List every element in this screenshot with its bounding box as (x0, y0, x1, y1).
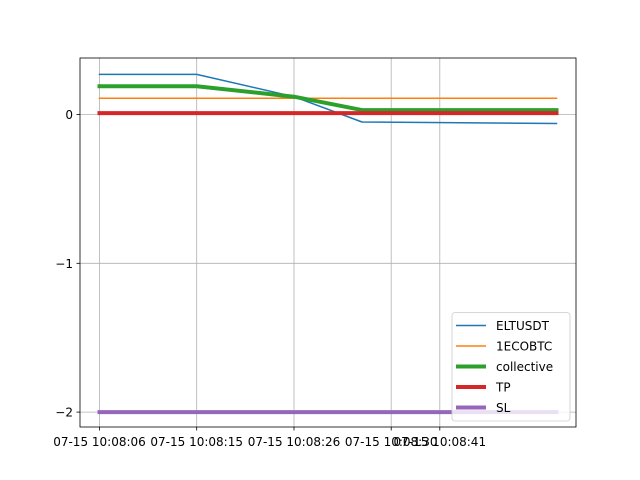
legend-label-eltusdt: ELTUSDT (496, 319, 550, 333)
x-tick-label: 07-15 10:08:15 (150, 435, 243, 449)
x-tick-label: 07-15 10:08:41 (394, 435, 487, 449)
y-tick-label: −2 (55, 406, 73, 420)
legend: ELTUSDT 1ECOBTC collective TP SL (451, 312, 571, 422)
x-tick-label: 07-15 10:08:26 (248, 435, 341, 449)
plot-frame (79, 57, 577, 428)
plot-series (97, 73, 559, 415)
x-tick-label: 07-15 10:08:30 (345, 435, 438, 449)
legend-box (451, 312, 571, 422)
legend-label-1ecobtc: 1ECOBTC (496, 340, 552, 354)
series-line-collective (97, 84, 559, 113)
x-tick-label: 07-15 10:08:06 (53, 435, 146, 449)
axes: 07-15 10:08:06 07-15 10:08:15 07-15 10:08:… (53, 57, 577, 449)
y-tick-label: −1 (55, 257, 73, 271)
legend-label-sl: SL (496, 401, 511, 415)
legend-label-tp: TP (495, 381, 511, 395)
y-tick-label: 0 (65, 108, 73, 122)
legend-label-collective: collective (496, 360, 553, 374)
